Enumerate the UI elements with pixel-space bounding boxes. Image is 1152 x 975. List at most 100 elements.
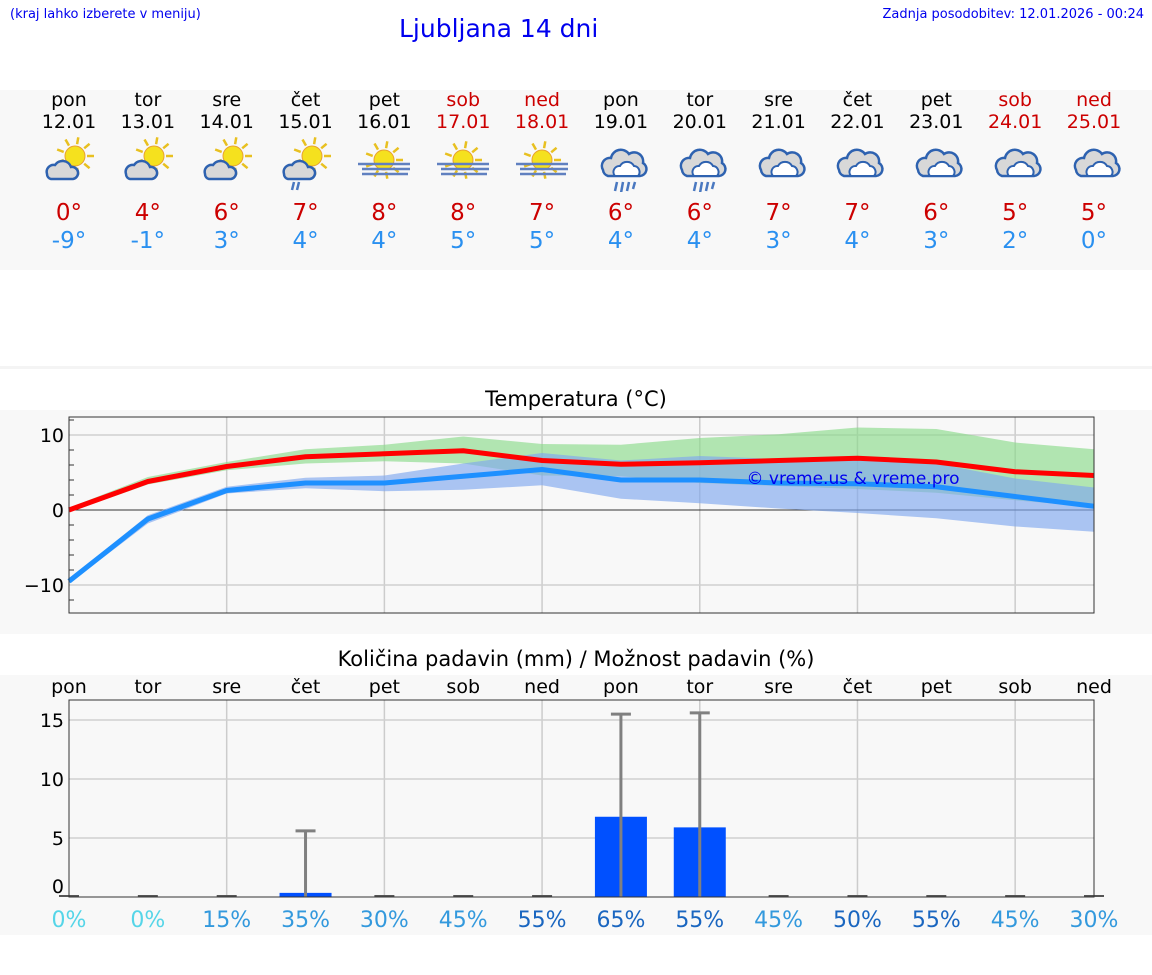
min-temperature: 3° [213,228,240,254]
min-temperature: 3° [923,228,950,254]
cloudy-rain-icon [679,148,727,192]
y-tick-label: 0 [52,500,64,522]
min-temperature: 5° [450,228,477,254]
min-temperature: 4° [292,228,319,254]
day-label: čet [291,676,321,698]
day-date: 24.01 [987,111,1043,133]
y-tick-label: 5 [52,828,64,850]
cloudy-icon [915,148,963,178]
precipitation-probability: 65% [596,908,645,933]
day-date: 20.01 [672,111,727,133]
temperature-chart-title: Temperatura (°C) [485,387,667,411]
day-column: čet 15.01 7° 4° [266,90,346,270]
day-name: sre [212,89,242,111]
min-temperature: 5° [528,228,556,254]
day-name: sre [764,89,794,111]
min-temperature: 2° [1002,228,1029,254]
precipitation-probability: 50% [833,908,882,933]
day-column: ned 18.01 7° 5° [502,90,582,270]
day-column: tor 13.01 4° -1° [108,90,188,270]
watermark: © vreme.us & vreme.pro [746,469,959,489]
day-column: pet 16.01 8° 4° [344,90,424,270]
max-temperature-line [68,448,1095,513]
day-label: sob [998,676,1032,698]
precipitation-probability: 0% [52,908,87,933]
y-tick-label: 10 [40,425,64,447]
day-date: 22.01 [830,111,885,133]
partly-cloudy-icon [45,137,94,181]
precipitation-probability: 55% [912,908,961,933]
max-temperature: 4° [134,200,161,226]
sun-fog-icon [358,141,411,179]
day-column: sob 24.01 5° 2° [975,90,1055,270]
day-label: sob [446,676,480,698]
precipitation-chart-panel: 15 10 5 0 pon 0% tor 0% sre 15% čet 35% pet 30% sob 45%… [0,675,1152,935]
day-name: čet [290,89,321,111]
day-name: pet [368,89,400,111]
day-date: 18.01 [514,111,570,133]
precipitation-probability: 45% [754,908,803,933]
day-date: 16.01 [357,111,412,133]
precipitation-chart: 15 10 5 0 pon 0% tor 0% sre 15% čet 35% pet 30% sob 45%… [40,676,1119,933]
day-name: tor [134,89,162,111]
partly-cloudy-icon [203,137,252,181]
y-tick-label: 10 [40,769,64,791]
max-temperature: 6° [607,200,634,226]
day-name: pon [603,89,639,111]
daily-forecast-panel: pon 12.01 0° -9° tor 13.01 4° -1° sre 14.0… [0,90,1152,270]
precipitation-probability: 35% [281,908,330,933]
location-menu-hint[interactable]: (kraj lahko izberete v meniju) [10,7,201,22]
day-column: sre 21.01 7° 3° [739,90,819,270]
day-date: 12.01 [41,111,97,133]
y-tick-label: 15 [40,710,64,732]
day-label: ned [1076,676,1112,698]
page-title: Ljubljana 14 dni [399,14,599,43]
cloudy-rain-icon [600,148,648,192]
day-column: čet 22.01 7° 4° [817,90,897,270]
max-temperature: 8° [371,200,398,226]
day-name: tor [686,89,714,111]
plot-area [69,700,1094,897]
precipitation-probability: 45% [439,908,488,933]
partly-cloudy-light-rain-icon [281,137,331,191]
plot-frame [68,416,1095,614]
precipitation-probability: 55% [518,908,567,933]
partly-cloudy-icon [124,137,173,181]
min-temperature: -9° [51,228,87,254]
max-temperature: 6° [686,200,713,226]
precipitation-probability: 0% [130,908,165,933]
plot-frame [68,699,1095,898]
divider [0,366,1152,369]
day-date: 25.01 [1066,111,1122,133]
day-name: ned [1076,89,1112,111]
max-temperature: 5° [1080,200,1108,226]
max-temperature: 7° [292,200,319,226]
precipitation-probability: 55% [675,908,724,933]
min-temperature: 4° [844,228,871,254]
max-temperature: 7° [844,200,871,226]
day-column: pon 12.01 0° -9° [29,90,109,270]
max-temperature: 0° [55,200,83,226]
day-label: sre [764,676,793,698]
day-name: ned [524,89,560,111]
day-column: tor 20.01 6° 4° [660,90,740,270]
day-name: pet [920,89,952,111]
precipitation-probability: 15% [202,908,251,933]
cloudy-icon [758,148,806,178]
min-temperature-line [67,467,1095,584]
max-temperature: 8° [450,200,477,226]
day-label: ned [524,676,560,698]
precipitation-probability: 45% [991,908,1040,933]
y-tick-label: 0 [52,876,64,898]
day-column: pet 23.01 6° 3° [896,90,976,270]
day-date: 17.01 [436,111,491,133]
max-temperature: 6° [213,200,240,226]
max-temperature: 5° [1002,200,1029,226]
day-date: 15.01 [278,111,333,133]
min-temperature: 4° [686,228,713,254]
min-temperature: -1° [130,228,166,254]
day-label: pet [369,676,400,698]
day-column: pon 19.01 6° 4° [581,90,661,270]
cloudy-icon [994,148,1042,178]
